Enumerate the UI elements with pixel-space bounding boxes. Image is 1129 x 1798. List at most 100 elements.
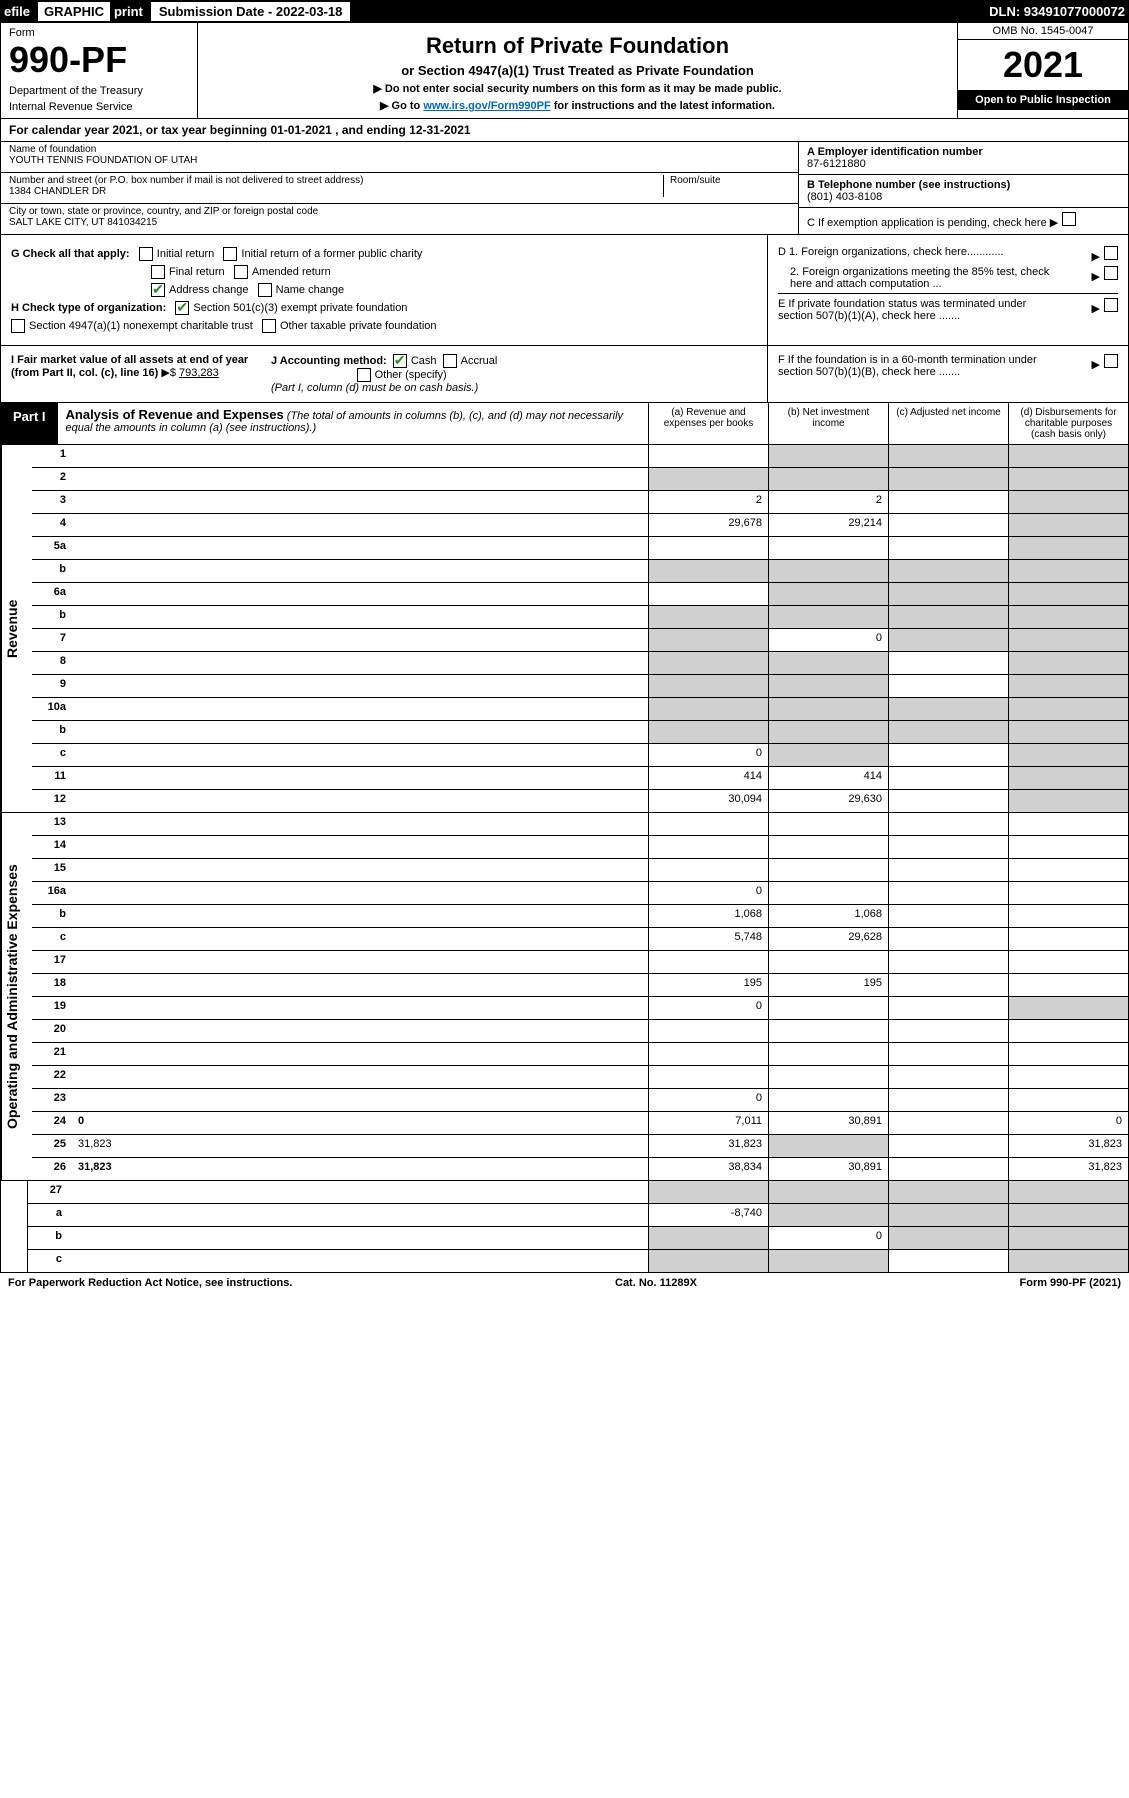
row-num: 13 [32, 813, 72, 835]
row-num: 9 [32, 675, 72, 697]
col-b-cell: 0 [768, 1227, 888, 1249]
footer-right: Form 990-PF (2021) [1020, 1277, 1121, 1289]
g-amended-checkbox[interactable] [234, 265, 248, 279]
row-num: 27 [28, 1181, 68, 1203]
print-button[interactable]: print [114, 4, 143, 19]
col-b-cell [768, 560, 888, 582]
g-initial-checkbox[interactable] [139, 247, 153, 261]
col-a-cell: 7,011 [648, 1112, 768, 1134]
g-initial-former-checkbox[interactable] [223, 247, 237, 261]
row-num: 14 [32, 836, 72, 858]
city-value: SALT LAKE CITY, UT 841034215 [9, 217, 790, 228]
col-b-cell [768, 997, 888, 1019]
table-row: 27 [28, 1181, 1128, 1203]
ein-label: A Employer identification number [807, 146, 1120, 158]
col-c-cell [888, 652, 1008, 674]
part1-desc: Analysis of Revenue and Expenses (The to… [58, 403, 648, 444]
col-c-cell [888, 882, 1008, 904]
graphic-button[interactable]: GRAPHIC [38, 2, 110, 21]
row-desc [72, 698, 648, 720]
row-desc [72, 560, 648, 582]
table-row: 8 [32, 651, 1128, 674]
table-row: 429,67829,214 [32, 513, 1128, 536]
col-c: (c) Adjusted net income [888, 403, 1008, 444]
col-c-cell [888, 836, 1008, 858]
col-c-cell [888, 629, 1008, 651]
table-row: c5,74829,628 [32, 927, 1128, 950]
row-num: 18 [32, 974, 72, 996]
final-body: 27a-8,740b0c [28, 1181, 1128, 1272]
row-num: 3 [32, 491, 72, 513]
d2-checkbox[interactable] [1104, 266, 1118, 280]
table-row: 9 [32, 674, 1128, 697]
row-desc [72, 606, 648, 628]
expenses-label: Operating and Administrative Expenses [1, 813, 32, 1180]
g-final-checkbox[interactable] [151, 265, 165, 279]
col-c-cell [888, 997, 1008, 1019]
row-desc [72, 859, 648, 881]
col-d-cell [1008, 698, 1128, 720]
table-row: b [32, 559, 1128, 582]
col-c-cell [888, 514, 1008, 536]
info-section: Name of foundation YOUTH TENNIS FOUNDATI… [0, 142, 1129, 235]
final-sidebar [1, 1181, 28, 1272]
col-a-cell [648, 1043, 768, 1065]
row-desc [72, 537, 648, 559]
col-d-cell: 0 [1008, 1112, 1128, 1134]
g-name-checkbox[interactable] [258, 283, 272, 297]
table-row: 14 [32, 835, 1128, 858]
row-desc [72, 905, 648, 927]
j-cash-checkbox[interactable] [393, 354, 407, 368]
i-value: 793,283 [179, 367, 219, 379]
c-cell: C If exemption application is pending, c… [799, 208, 1128, 233]
col-c-cell [888, 744, 1008, 766]
col-d-cell [1008, 1181, 1128, 1203]
row-desc [72, 652, 648, 674]
col-c-cell [888, 767, 1008, 789]
col-a-cell [648, 1066, 768, 1088]
col-d-cell [1008, 606, 1128, 628]
j-other-checkbox[interactable] [357, 368, 371, 382]
col-b-cell [768, 1043, 888, 1065]
e-checkbox[interactable] [1104, 298, 1118, 312]
row-num: b [32, 905, 72, 927]
j-accrual-checkbox[interactable] [443, 354, 457, 368]
h-4947-checkbox[interactable] [11, 319, 25, 333]
row-num: 8 [32, 652, 72, 674]
col-c-cell [888, 790, 1008, 812]
col-a-cell [648, 606, 768, 628]
h-501c3-checkbox[interactable] [175, 301, 189, 315]
col-c-cell [888, 445, 1008, 467]
table-row: a-8,740 [28, 1203, 1128, 1226]
part1-label: Part I [1, 403, 58, 444]
table-row: 17 [32, 950, 1128, 973]
c-checkbox[interactable] [1062, 212, 1076, 226]
col-a-cell [648, 1181, 768, 1203]
row-num: 24 [32, 1112, 72, 1134]
row-desc [72, 514, 648, 536]
row-num: 7 [32, 629, 72, 651]
row-desc [72, 629, 648, 651]
col-b-cell: 29,630 [768, 790, 888, 812]
d1-checkbox[interactable] [1104, 246, 1118, 260]
h-other-checkbox[interactable] [262, 319, 276, 333]
row-desc [72, 1020, 648, 1042]
f-checkbox[interactable] [1104, 354, 1118, 368]
col-b-cell [768, 744, 888, 766]
irs-link[interactable]: www.irs.gov/Form990PF [423, 100, 550, 112]
col-d-cell [1008, 836, 1128, 858]
col-d-cell [1008, 1250, 1128, 1272]
col-d-cell [1008, 951, 1128, 973]
form-title: Return of Private Foundation [206, 33, 949, 59]
row-num: 22 [32, 1066, 72, 1088]
row-num: a [28, 1204, 68, 1226]
dept-treasury: Department of the Treasury [9, 85, 189, 97]
col-c-cell [888, 859, 1008, 881]
row-num: 2 [32, 468, 72, 490]
col-b-cell: 29,214 [768, 514, 888, 536]
row-num: 15 [32, 859, 72, 881]
dln-text: DLN: 93491077000072 [989, 4, 1125, 19]
g-address-checkbox[interactable] [151, 283, 165, 297]
col-a-cell: 2 [648, 491, 768, 513]
col-b-cell [768, 652, 888, 674]
